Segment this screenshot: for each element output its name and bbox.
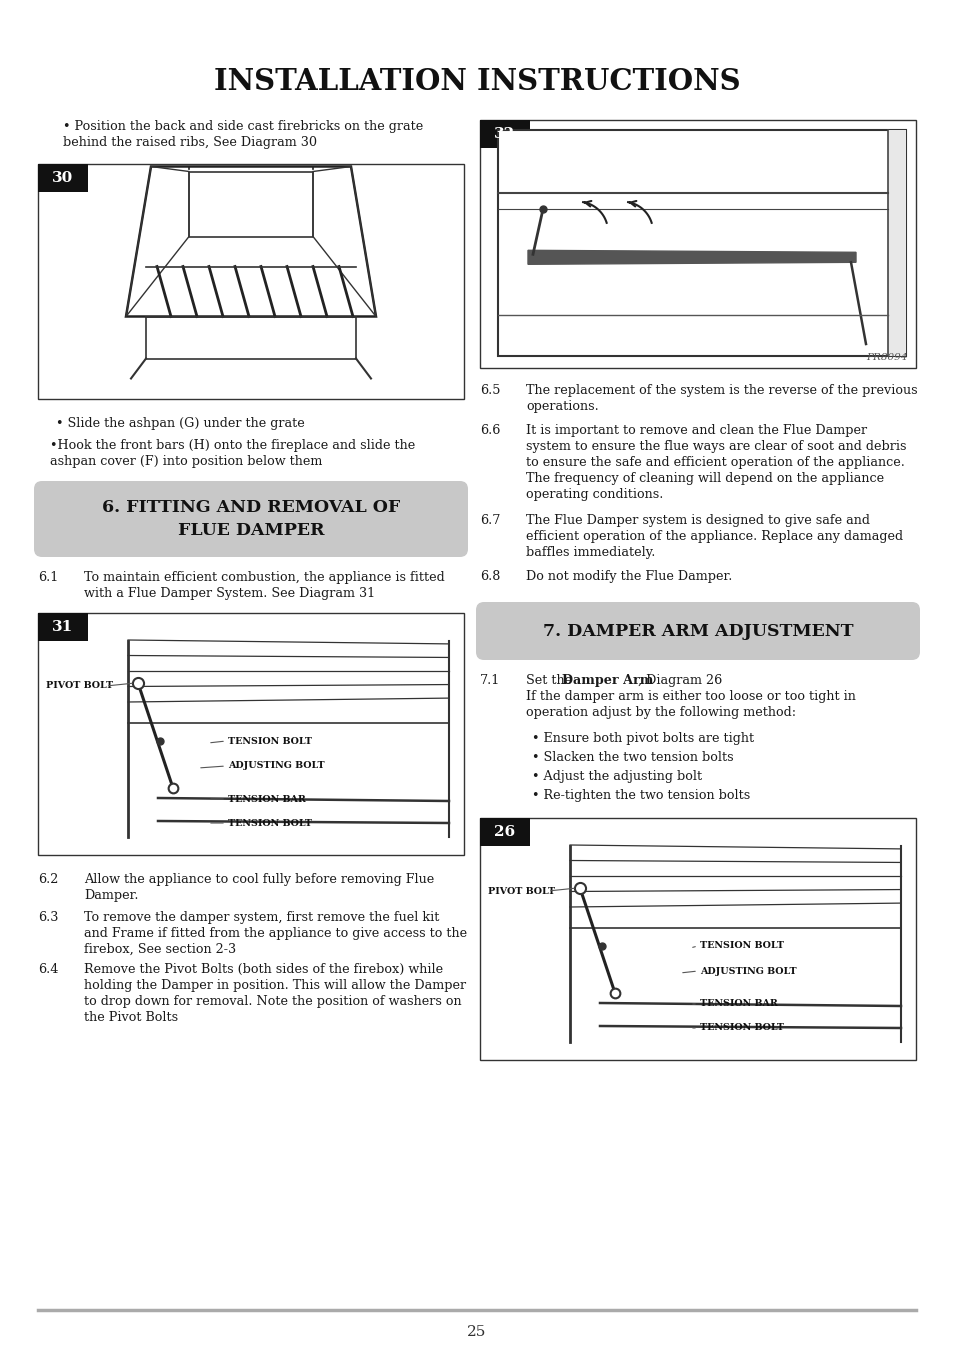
- Text: • Slacken the two tension bolts: • Slacken the two tension bolts: [532, 751, 733, 764]
- Text: TENSION BOLT: TENSION BOLT: [228, 818, 312, 828]
- Text: 6.1: 6.1: [38, 571, 58, 585]
- Text: 6. FITTING AND REMOVAL OF
FLUE DAMPER: 6. FITTING AND REMOVAL OF FLUE DAMPER: [102, 500, 399, 539]
- Text: • Re-tighten the two tension bolts: • Re-tighten the two tension bolts: [532, 788, 749, 802]
- Text: 6.2: 6.2: [38, 873, 58, 886]
- Text: 7.1: 7.1: [479, 674, 499, 687]
- Text: ADJUSTING BOLT: ADJUSTING BOLT: [228, 761, 324, 771]
- Text: It is important to remove and clean the Flue Damper
system to ensure the flue wa: It is important to remove and clean the …: [525, 424, 905, 501]
- Text: INSTALLATION INSTRUCTIONS: INSTALLATION INSTRUCTIONS: [213, 68, 740, 96]
- Bar: [146, 316, 355, 359]
- Bar: [38, 163, 88, 192]
- Bar: [479, 120, 915, 369]
- Text: PIVOT BOLT: PIVOT BOLT: [46, 682, 113, 690]
- Text: The Flue Damper system is designed to give safe and
efficient operation of the a: The Flue Damper system is designed to gi…: [525, 514, 902, 559]
- Bar: [479, 818, 530, 846]
- Text: To maintain efficient combustion, the appliance is fitted
with a Flue Damper Sys: To maintain efficient combustion, the ap…: [84, 571, 444, 599]
- Bar: [887, 130, 905, 356]
- Text: TENSION BAR: TENSION BAR: [700, 999, 777, 1008]
- Text: If the damper arm is either too loose or too tight in
operation adjust by the fo: If the damper arm is either too loose or…: [525, 690, 855, 720]
- Text: PR8094: PR8094: [865, 352, 907, 362]
- Text: • Slide the ashpan (G) under the grate: • Slide the ashpan (G) under the grate: [56, 417, 304, 431]
- Text: TENSION BOLT: TENSION BOLT: [700, 1023, 783, 1033]
- Text: Do not modify the Flue Damper.: Do not modify the Flue Damper.: [525, 570, 732, 583]
- Text: TENSION BOLT: TENSION BOLT: [228, 737, 312, 745]
- Text: 6.8: 6.8: [479, 570, 500, 583]
- Text: 6.3: 6.3: [38, 911, 58, 923]
- Text: 31: 31: [52, 620, 73, 634]
- Bar: [38, 163, 463, 400]
- Text: • Adjust the adjusting bolt: • Adjust the adjusting bolt: [532, 769, 701, 783]
- Text: , Diagram 26: , Diagram 26: [638, 674, 721, 687]
- Text: Damper Arm: Damper Arm: [561, 674, 653, 687]
- Text: 26: 26: [494, 825, 515, 838]
- Text: • Ensure both pivot bolts are tight: • Ensure both pivot bolts are tight: [532, 732, 753, 745]
- Bar: [38, 613, 88, 641]
- Text: 30: 30: [52, 171, 73, 185]
- Text: Remove the Pivot Bolts (both sides of the firebox) while
holding the Damper in p: Remove the Pivot Bolts (both sides of th…: [84, 963, 466, 1025]
- Text: • Position the back and side cast firebricks on the grate
behind the raised ribs: • Position the back and side cast firebr…: [63, 120, 423, 148]
- Text: The replacement of the system is the reverse of the previous
operations.: The replacement of the system is the rev…: [525, 383, 917, 413]
- Bar: [497, 130, 905, 356]
- Polygon shape: [527, 250, 855, 265]
- Text: To remove the damper system, first remove the fuel kit
and Frame if fitted from : To remove the damper system, first remov…: [84, 911, 467, 956]
- Text: ADJUSTING BOLT: ADJUSTING BOLT: [700, 967, 796, 976]
- Text: TENSION BOLT: TENSION BOLT: [700, 941, 783, 950]
- Text: Allow the appliance to cool fully before removing Flue
Damper.: Allow the appliance to cool fully before…: [84, 873, 434, 902]
- Text: 6.6: 6.6: [479, 424, 500, 437]
- Bar: [479, 120, 530, 148]
- Text: 7. DAMPER ARM ADJUSTMENT: 7. DAMPER ARM ADJUSTMENT: [542, 622, 852, 640]
- Text: •Hook the front bars (H) onto the fireplace and slide the
ashpan cover (F) into : •Hook the front bars (H) onto the firepl…: [50, 439, 415, 468]
- Bar: [479, 818, 915, 1060]
- Text: 6.7: 6.7: [479, 514, 500, 526]
- Text: Set the: Set the: [525, 674, 576, 687]
- Text: TENSION BAR: TENSION BAR: [228, 795, 306, 803]
- Text: PIVOT BOLT: PIVOT BOLT: [488, 887, 555, 895]
- Text: 32: 32: [494, 127, 515, 140]
- Text: 25: 25: [467, 1324, 486, 1339]
- Text: 6.4: 6.4: [38, 963, 58, 976]
- Text: 6.5: 6.5: [479, 383, 500, 397]
- FancyBboxPatch shape: [476, 602, 919, 660]
- FancyBboxPatch shape: [34, 481, 468, 558]
- Bar: [38, 613, 463, 855]
